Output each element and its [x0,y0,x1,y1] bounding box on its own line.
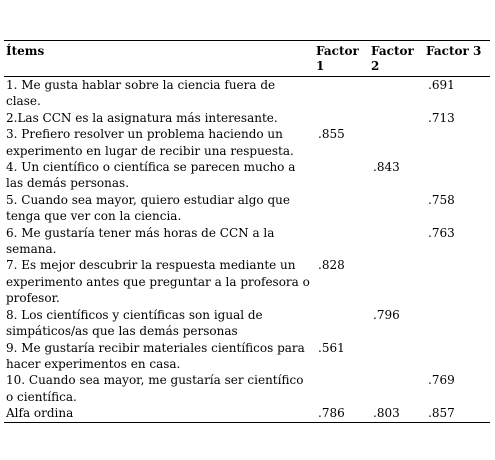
item-text: 3. Prefiero resolver un problema haciend… [6,127,294,158]
table-row: 7. Es mejor descubrir la respuesta media… [4,257,490,306]
factor-3-value: .691 [428,78,455,92]
table-row: 10. Cuando sea mayor, me gustaría ser ci… [4,372,490,405]
header-factor-3: Factor 3 [424,40,490,77]
alpha-label: Alfa ordina [4,405,314,423]
table-row: 5. Cuando sea mayor, quiero estudiar alg… [4,192,490,225]
item-text: 9. Me gustaría recibir materiales cientí… [6,340,305,371]
item-text: 7. Es mejor descubrir la respuesta media… [6,258,310,306]
factor-3-value: .713 [428,110,455,125]
factor-1-value [314,225,369,258]
factor-3-value [424,159,490,192]
table-row: 3. Prefiero resolver un problema haciend… [4,126,490,159]
table-row: 9. Me gustaría recibir materiales cientí… [4,340,490,373]
table-row: 1. Me gusta hablar sobre la ciencia fuer… [4,77,490,110]
table-row: 4. Un científico o científica se parecen… [4,159,490,192]
table-row: 8. Los científicos y científicas son igu… [4,307,490,340]
factor-1-value: .561 [318,340,345,355]
factor-1-value [314,159,369,192]
factor-3-value [424,126,490,159]
factor-1-value [314,77,369,110]
factor-3-value [424,340,490,373]
table-row: 2.Las CCN es la asignatura más interesan… [4,110,490,126]
item-text: 6. Me gustaría tener más horas de CCN a … [6,225,275,257]
factor-2-value: .796 [373,307,400,322]
factor-2-value [369,126,424,159]
factor-2-value [369,225,424,258]
item-text: 5. Cuando sea mayor, quiero estudiar alg… [6,192,290,224]
factor-1-value [314,110,369,126]
header-factor-1: Factor 1 [314,40,369,77]
factor-loadings-table: Ítems Factor 1 Factor 2 Factor 3 1. Me g… [4,40,490,423]
factor-2-value [369,110,424,126]
header-factor-2: Factor 2 [369,40,424,77]
factor-3-value: .758 [428,192,455,207]
factor-3-value: .769 [428,373,455,388]
factor-3-value [424,257,490,306]
factor-2-value [369,77,424,110]
alpha-row: Alfa ordina .786 .803 .857 [4,405,490,423]
factor-3-value [424,307,490,340]
factor-1-value [314,372,369,405]
item-text: 1. Me gusta hablar sobre la ciencia fuer… [6,78,276,109]
factor-2-value [369,372,424,405]
alpha-factor-2-value: .803 [369,405,424,423]
alpha-factor-3-value: .857 [424,405,490,423]
factor-3-value: .763 [428,225,455,240]
factor-1-value: .828 [318,258,345,273]
item-text: 2.Las CCN es la asignatura más interesan… [6,110,278,125]
table-row: 6. Me gustaría tener más horas de CCN a … [4,225,490,258]
factor-2-value [369,340,424,373]
header-row: Ítems Factor 1 Factor 2 Factor 3 [4,40,490,77]
header-items: Ítems [4,40,314,77]
factor-2-value [369,257,424,306]
factor-1-value [314,192,369,225]
item-text: 10. Cuando sea mayor, me gustaría ser ci… [6,373,304,404]
factor-2-value: .843 [373,160,400,175]
factor-1-value [314,307,369,340]
item-text: 4. Un científico o científica se parecen… [6,160,296,191]
factor-loadings-table-container: Ítems Factor 1 Factor 2 Factor 3 1. Me g… [4,40,490,423]
factor-1-value: .855 [318,127,345,142]
item-text: 8. Los científicos y científicas son igu… [6,307,263,339]
factor-2-value [369,192,424,225]
alpha-factor-1-value: .786 [314,405,369,423]
